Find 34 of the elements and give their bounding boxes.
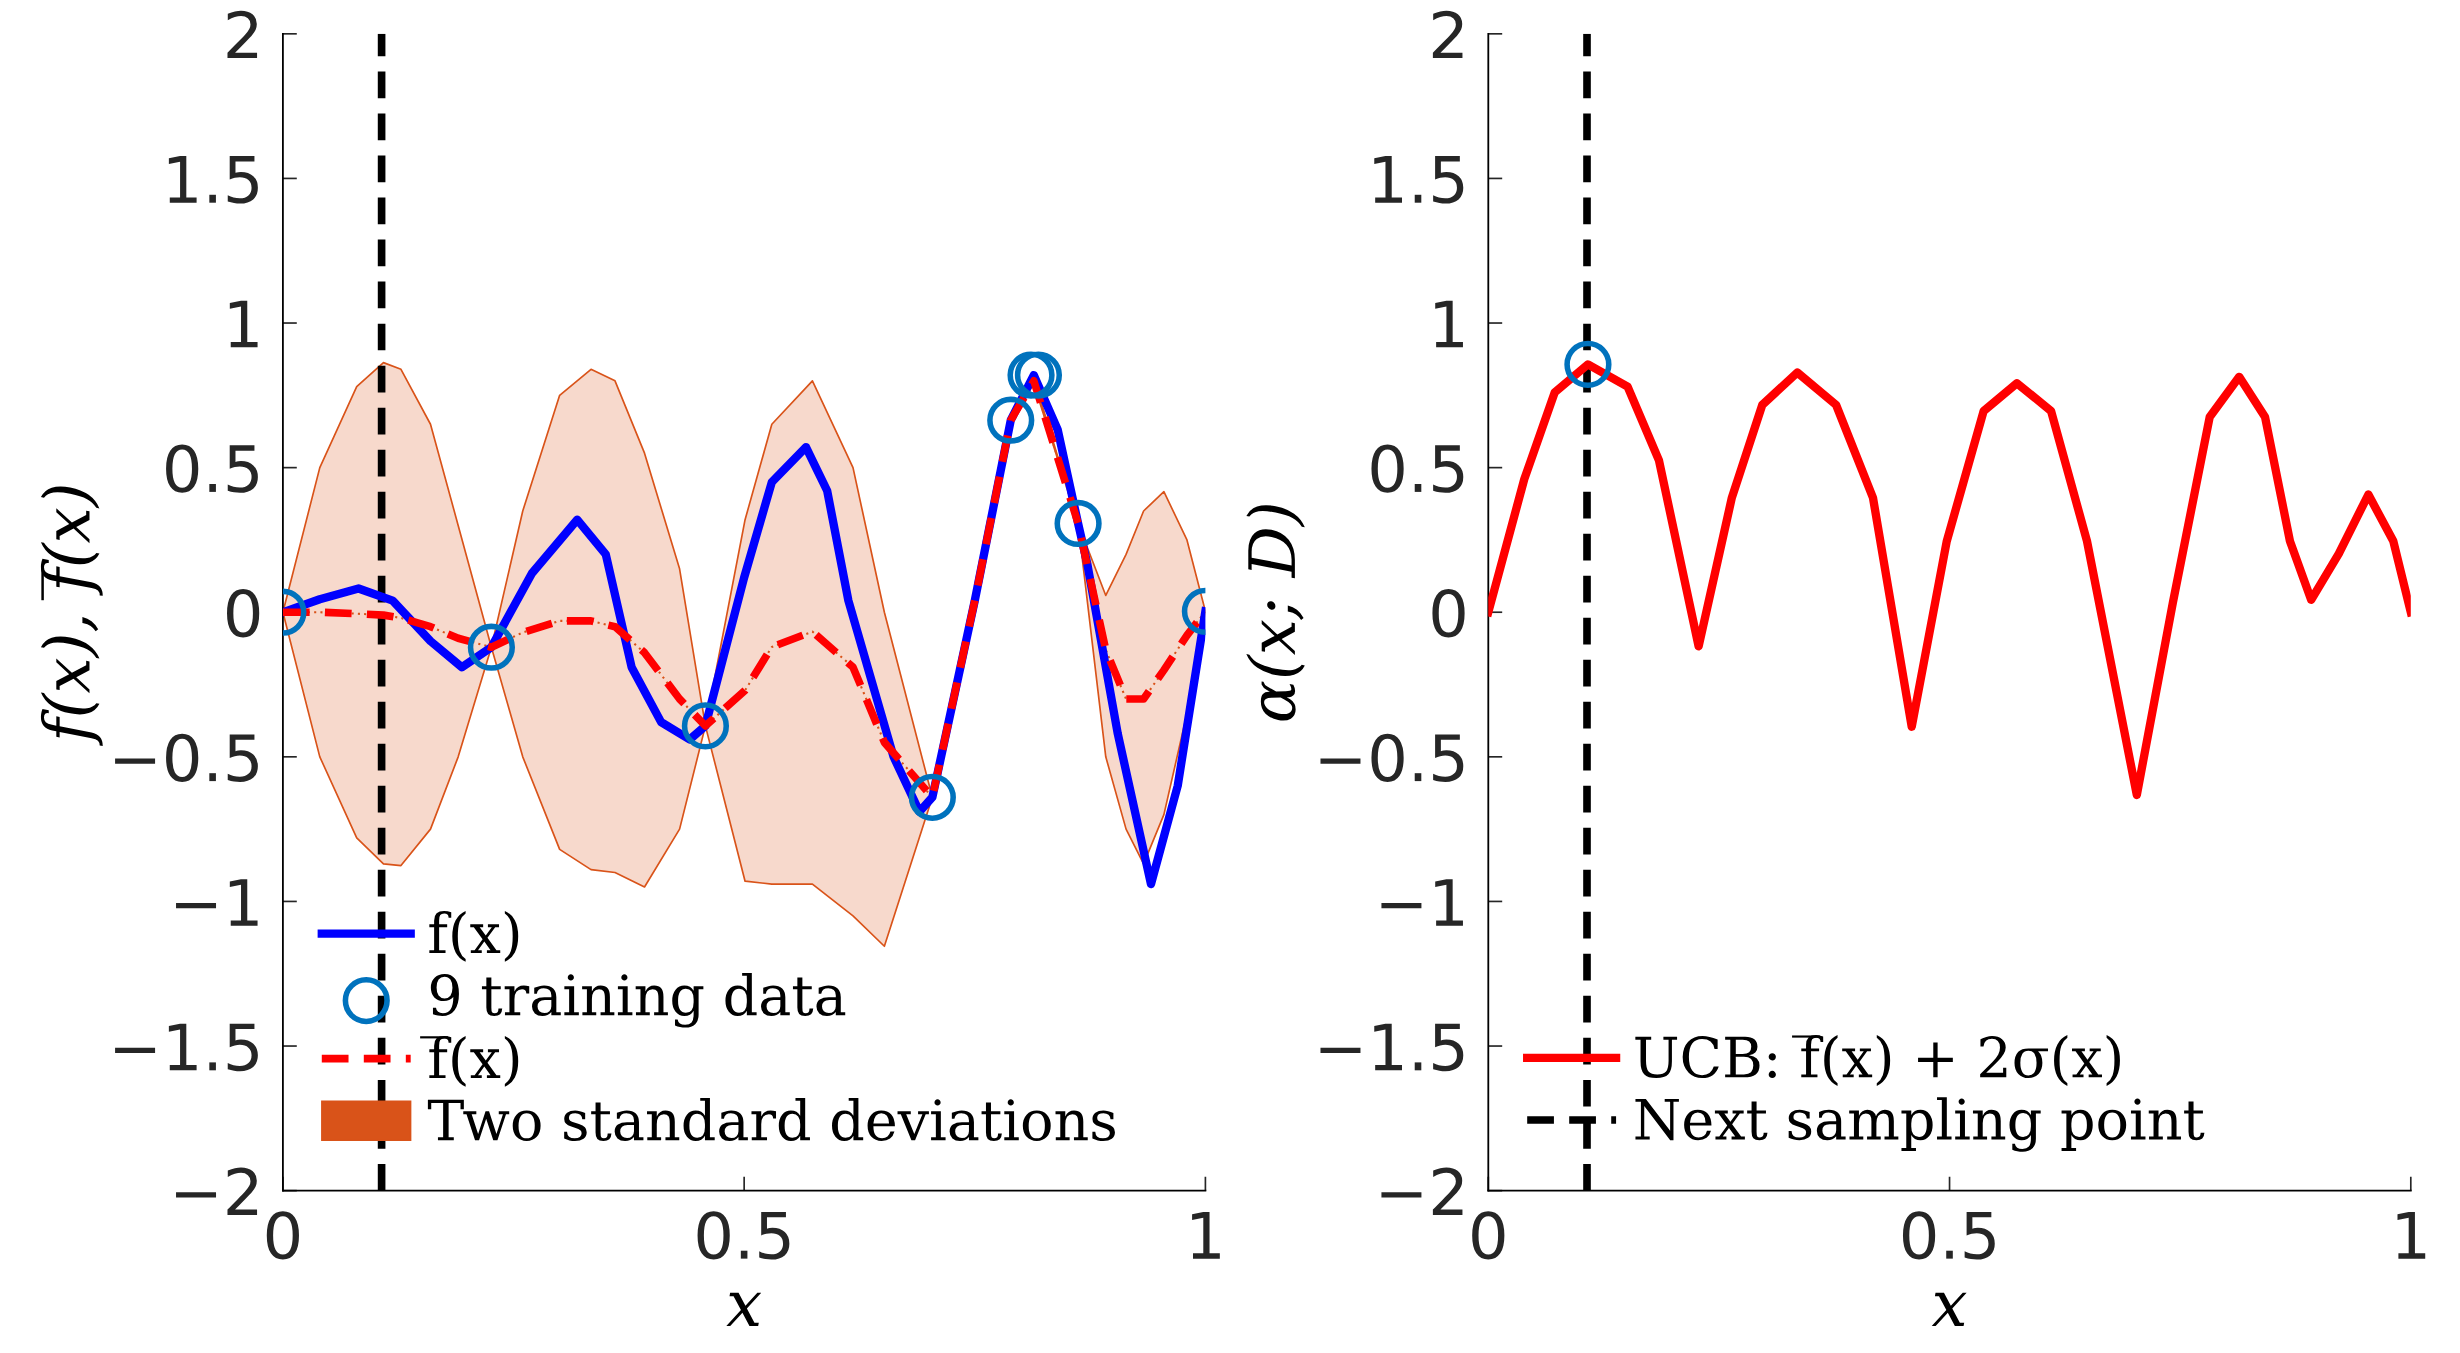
legend-label: 9 training data: [430, 972, 846, 1028]
y-tick-label: −1: [176, 879, 258, 926]
y-tick-label: −1.5: [115, 1023, 258, 1072]
legend-label: f(x): [429, 910, 519, 962]
x-tick-label: 0.5: [1902, 1211, 1995, 1260]
x-tick-label: 0.5: [697, 1211, 790, 1260]
y-tick-label: 0.5: [1371, 444, 1464, 493]
y-tick-label: 2: [227, 10, 258, 59]
y-tick-label: −0.5: [115, 733, 258, 783]
x-tick-label: 1: [2397, 1212, 2426, 1259]
y-axis-title: f(x), f̅(x): [40, 486, 103, 746]
y-tick-label: 1.5: [1374, 156, 1464, 204]
y-tick-label: −1: [1381, 879, 1463, 926]
x-tick-label: 1: [1192, 1212, 1220, 1259]
legend-label: UCB: f̅(x) + 2σ(x): [1635, 1035, 2120, 1086]
x-tick-label: 0: [1472, 1211, 1505, 1260]
y-tick-label: −2: [176, 1167, 258, 1215]
x-tick-label: 0: [266, 1211, 299, 1260]
y-tick-label: −2: [1381, 1167, 1463, 1215]
y-tick-label: 1: [1435, 300, 1463, 348]
y-tick-label: 2: [1432, 10, 1463, 59]
y-tick-label: 0.5: [166, 444, 258, 493]
y-tick-label: 1.5: [168, 156, 258, 204]
ref-line-label: Next sampling point: [1635, 1097, 2205, 1152]
y-tick-label: 1: [229, 300, 258, 348]
y-tick-label: 0: [1432, 589, 1465, 638]
x-axis-title: x: [1931, 1292, 1967, 1327]
legend-label: Two standard deviations: [427, 1097, 1115, 1141]
x-axis-title: x: [726, 1292, 762, 1327]
y-tick-label: −0.5: [1320, 733, 1464, 783]
y-tick-label: 0: [227, 589, 260, 638]
y-axis-title: α(x; D): [1246, 505, 1305, 721]
y-tick-label: −1.5: [1320, 1023, 1464, 1072]
legend-label: f̅(x): [420, 1035, 519, 1087]
